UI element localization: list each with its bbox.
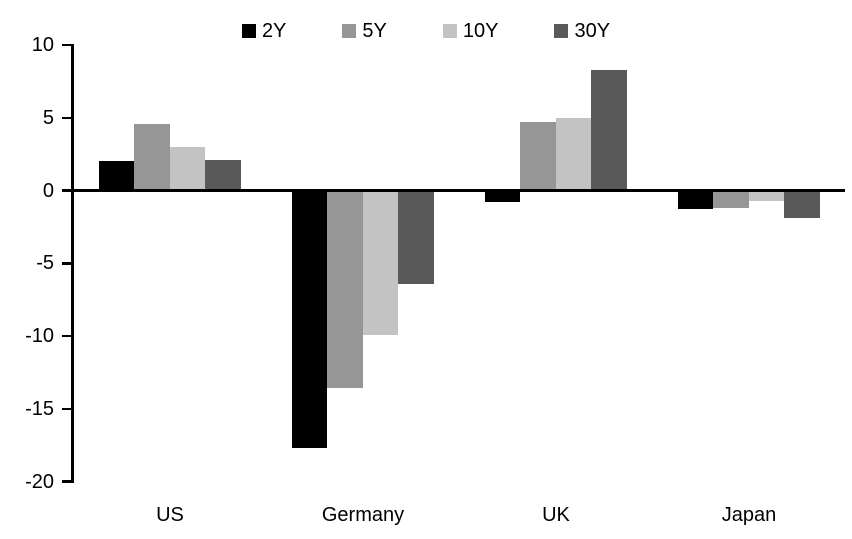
- y-axis-tick: [62, 189, 72, 192]
- y-axis-tick: [62, 480, 72, 483]
- bar-germany-2y: [291, 190, 327, 449]
- bar-germany-5y: [327, 190, 363, 389]
- bar-us-10y: [169, 146, 205, 191]
- bar-us-5y: [134, 123, 170, 191]
- legend-item-30y: 30Y: [554, 19, 610, 43]
- x-axis-label-japan: Japan: [721, 504, 777, 526]
- legend-swatch-2y: [241, 24, 256, 38]
- bar-japan-2y: [677, 190, 713, 210]
- legend-swatch-30y: [554, 24, 569, 38]
- x-axis-label-uk: UK: [542, 504, 570, 526]
- bar-us-2y: [98, 161, 134, 191]
- legend-label: 30Y: [574, 20, 611, 42]
- legend-item-10y: 10Y: [442, 19, 499, 43]
- legend: 2Y 5Y 10Y 30Y: [0, 19, 852, 43]
- legend-label: 10Y: [462, 20, 499, 42]
- bar-germany-10y: [362, 190, 398, 335]
- y-axis-tick-label: -20: [25, 470, 54, 493]
- legend-label: 5Y: [362, 20, 387, 42]
- legend-label: 2Y: [261, 20, 287, 42]
- bar-japan-10y: [748, 190, 784, 201]
- bar-uk-5y: [520, 122, 556, 191]
- y-axis-tick-label: 10: [31, 34, 54, 56]
- bar-uk-2y: [484, 190, 520, 203]
- legend-item-2y: 2Y: [241, 19, 287, 43]
- y-axis-line: [71, 43, 74, 483]
- bar-japan-5y: [713, 190, 749, 208]
- bar-germany-30y: [398, 190, 434, 284]
- y-axis-tick: [62, 334, 72, 338]
- legend-swatch-10y: [442, 24, 457, 38]
- bar-us-30y: [205, 159, 241, 191]
- bar-uk-10y: [555, 117, 591, 191]
- y-axis-tick: [62, 407, 72, 410]
- legend-swatch-5y: [342, 24, 357, 38]
- y-axis-tick: [62, 262, 72, 265]
- y-axis-tick-label: 0: [42, 179, 54, 202]
- x-axis-label-us: US: [156, 504, 184, 526]
- y-axis-tick-label: -5: [36, 252, 54, 275]
- legend-item-5y: 5Y: [342, 19, 387, 43]
- bar-uk-30y: [591, 69, 627, 191]
- y-axis-tick: [62, 116, 72, 119]
- y-axis-tick: [62, 43, 72, 47]
- zero-baseline: [71, 189, 845, 192]
- y-axis-tick-label: 5: [42, 106, 54, 129]
- y-axis-tick-label: -10: [25, 325, 54, 347]
- bar-japan-30y: [784, 190, 820, 219]
- x-axis-label-germany: Germany: [321, 504, 405, 526]
- y-axis-tick-label: -15: [25, 397, 54, 420]
